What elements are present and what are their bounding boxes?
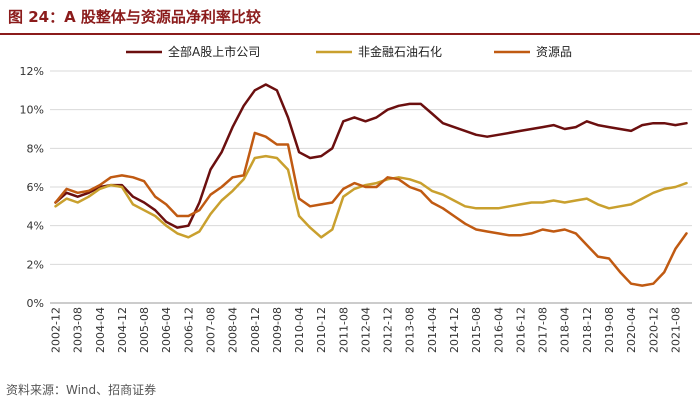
x-tick-label: 2014-12 bbox=[448, 307, 461, 353]
series-line-1 bbox=[54, 83, 688, 229]
legend: 全部A股上市公司 非金融石油石化 资源品 bbox=[126, 44, 572, 59]
x-tick-label: 2006-12 bbox=[182, 307, 195, 353]
x-tick-label: 2008-04 bbox=[227, 307, 240, 353]
y-tick-label: 4% bbox=[27, 220, 44, 233]
x-tick-label: 2005-08 bbox=[138, 307, 151, 353]
x-axis: 2002-12 2003-08 2004-04 2004-12 2005-08 2006-… bbox=[50, 302, 692, 353]
x-tick-label: 2014-04 bbox=[426, 307, 439, 353]
y-tick-label: 6% bbox=[27, 181, 44, 194]
x-tick-label: 2020-04 bbox=[625, 307, 638, 353]
x-tick-label: 2008-12 bbox=[249, 307, 262, 353]
x-tick-label: 2015-08 bbox=[470, 307, 483, 353]
y-tick-label: 2% bbox=[27, 258, 44, 271]
x-tick-label: 2013-08 bbox=[404, 307, 417, 353]
series-line-3 bbox=[54, 131, 688, 287]
x-tick-label: 2019-08 bbox=[603, 307, 616, 353]
y-tick-label: 10% bbox=[20, 104, 44, 117]
x-tick-label: 2009-08 bbox=[271, 307, 284, 353]
x-tick-label: 2021-08 bbox=[669, 307, 682, 353]
x-tick-label: 2010-04 bbox=[293, 307, 306, 353]
plot-series bbox=[54, 83, 688, 287]
gridlines bbox=[50, 70, 692, 265]
x-tick-label: 2012-04 bbox=[359, 307, 372, 353]
x-tick-label: 2002-12 bbox=[50, 307, 63, 353]
chart-title: 图 24：A 股整体与资源品净利率比较 bbox=[8, 8, 261, 26]
legend-label: 全部A股上市公司 bbox=[168, 44, 260, 59]
title-divider bbox=[0, 33, 700, 35]
x-tick-label: 2016-04 bbox=[492, 307, 505, 353]
x-tick-label: 2016-12 bbox=[514, 307, 527, 353]
x-tick-label: 2018-04 bbox=[559, 307, 572, 353]
x-tick-label: 2006-04 bbox=[160, 307, 173, 353]
x-tick-label: 2003-08 bbox=[72, 307, 85, 353]
legend-label: 资源品 bbox=[536, 45, 572, 59]
x-tick-label: 2012-12 bbox=[382, 307, 395, 353]
x-tick-label: 2017-08 bbox=[537, 307, 550, 353]
x-tick-label: 2004-04 bbox=[94, 307, 107, 353]
x-tick-label: 2010-12 bbox=[315, 307, 328, 353]
source-note: 资料来源：Wind、招商证券 bbox=[6, 383, 157, 397]
x-tick-label: 2004-12 bbox=[116, 307, 129, 353]
legend-label: 非金融石油石化 bbox=[358, 44, 442, 59]
y-axis: 0% 2% 4% 6% 8% 10% 12% bbox=[20, 65, 44, 310]
y-tick-label: 12% bbox=[20, 65, 44, 78]
y-tick-label: 8% bbox=[27, 142, 44, 155]
x-tick-label: 2020-12 bbox=[647, 307, 660, 353]
series-line-2 bbox=[54, 154, 688, 239]
y-tick-label: 0% bbox=[27, 297, 44, 310]
x-tick-label: 2018-12 bbox=[581, 307, 594, 353]
chart-area: 全部A股上市公司 非金融石油石化 资源品 0% 2% 4% 6% 8% 10% 12% 2002… bbox=[20, 44, 692, 353]
x-tick-label: 2007-08 bbox=[205, 307, 218, 353]
x-tick-label: 2011-08 bbox=[337, 307, 350, 353]
